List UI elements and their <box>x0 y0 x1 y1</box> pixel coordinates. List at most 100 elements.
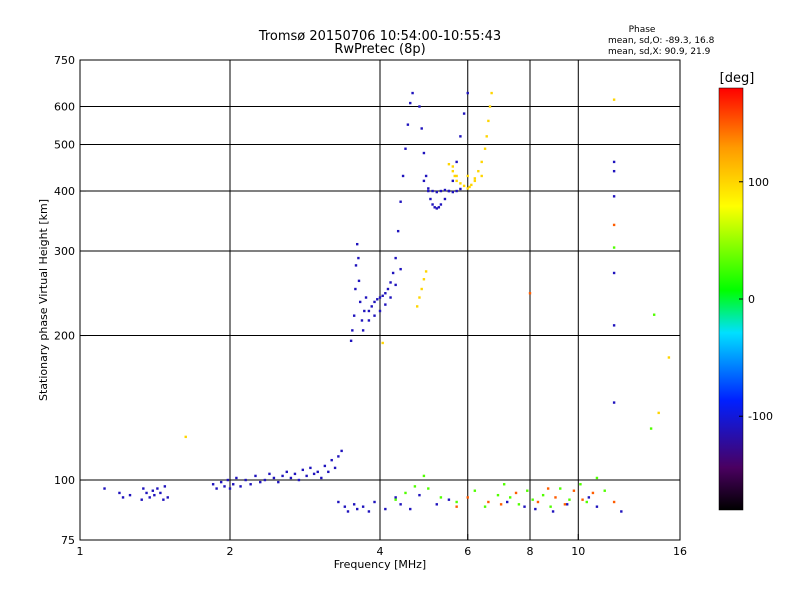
data-point <box>422 278 426 281</box>
data-point <box>612 169 616 173</box>
data-point <box>485 135 488 138</box>
phase-heading: Phase <box>629 25 656 35</box>
data-point <box>439 496 443 499</box>
colorbar-tick-label: -100 <box>748 410 773 423</box>
data-point <box>211 483 215 486</box>
data-point <box>399 200 402 203</box>
data-point <box>384 292 387 295</box>
data-point <box>394 283 397 287</box>
data-point <box>358 300 362 304</box>
data-point <box>411 91 414 95</box>
data-point <box>249 483 252 486</box>
data-point <box>490 91 493 95</box>
data-point <box>447 162 451 166</box>
y-tick-label: 400 <box>54 185 75 198</box>
data-point <box>429 197 432 201</box>
data-point <box>142 487 145 490</box>
data-point <box>451 190 455 194</box>
data-point <box>309 466 312 470</box>
data-point <box>443 188 447 192</box>
colorbar-tick-label: 0 <box>748 293 755 306</box>
data-point <box>226 478 230 482</box>
data-point <box>439 189 443 193</box>
data-point <box>585 500 588 504</box>
data-point <box>254 474 257 478</box>
data-point <box>352 314 356 317</box>
data-point <box>572 489 576 492</box>
colorbar-label: [deg] <box>720 71 755 86</box>
data-point <box>381 341 384 345</box>
data-point <box>579 483 582 486</box>
data-point <box>487 119 490 123</box>
data-point <box>404 147 407 150</box>
data-point <box>455 189 458 193</box>
data-point <box>427 487 430 490</box>
data-point <box>473 177 477 180</box>
data-point <box>612 98 616 101</box>
data-point <box>320 476 323 480</box>
data-point <box>415 305 419 308</box>
data-point <box>581 498 584 501</box>
data-point <box>568 498 571 501</box>
data-point <box>156 487 159 490</box>
data-point <box>268 472 271 476</box>
data-point <box>612 271 616 275</box>
data-point <box>384 507 387 511</box>
data-point <box>496 493 500 497</box>
data-point <box>361 505 365 508</box>
data-point <box>340 449 343 453</box>
data-point <box>459 182 462 185</box>
phase-stat-x: mean, sd,X: 90.9, 21.9 <box>608 47 711 57</box>
data-point <box>384 303 387 306</box>
data-point <box>620 510 623 513</box>
data-point <box>337 500 340 504</box>
data-point <box>333 466 337 470</box>
data-point <box>367 319 371 322</box>
data-point <box>612 195 616 198</box>
y-tick-label: 500 <box>54 139 75 152</box>
data-point <box>422 179 426 183</box>
data-point <box>355 242 359 246</box>
data-point <box>140 498 143 501</box>
data-point <box>281 474 284 478</box>
data-point <box>301 468 305 472</box>
data-point <box>148 496 151 499</box>
data-point <box>462 112 466 115</box>
data-point <box>603 489 606 492</box>
x-tick-label: 6 <box>464 545 471 558</box>
data-point <box>184 435 187 439</box>
x-tick-label: 1 <box>77 545 84 558</box>
data-point <box>367 510 371 513</box>
data-point <box>327 470 330 474</box>
colorbar-tick-label: 100 <box>748 176 769 189</box>
data-point <box>373 500 376 504</box>
data-point <box>343 505 347 508</box>
data-point <box>480 174 483 178</box>
y-tick-label: 600 <box>54 101 75 114</box>
data-point <box>386 287 390 291</box>
data-point <box>526 489 529 492</box>
data-point <box>657 411 660 415</box>
data-point <box>427 189 430 193</box>
data-point <box>418 296 421 299</box>
data-point <box>587 496 591 499</box>
data-point <box>239 485 242 488</box>
data-point <box>285 470 288 474</box>
data-point <box>118 491 121 495</box>
data-point <box>346 510 350 513</box>
data-point <box>667 356 671 359</box>
data-point <box>473 489 477 492</box>
data-point <box>422 474 426 478</box>
data-point <box>259 480 262 484</box>
data-point <box>394 256 397 260</box>
data-point <box>508 496 512 499</box>
x-tick-label: 2 <box>227 545 234 558</box>
x-tick-label: 16 <box>673 545 687 558</box>
data-points <box>103 91 671 513</box>
data-point <box>277 480 280 484</box>
data-point <box>546 487 550 490</box>
data-point <box>612 500 616 504</box>
data-point <box>612 160 616 164</box>
data-point <box>422 151 426 155</box>
